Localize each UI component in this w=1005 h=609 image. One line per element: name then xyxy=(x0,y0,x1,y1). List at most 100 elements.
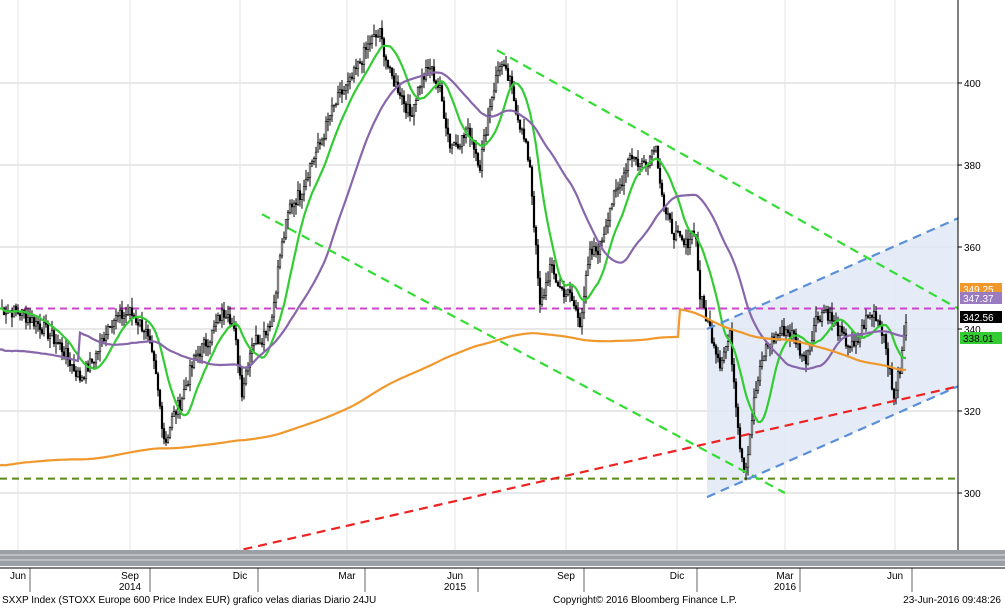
candle-body xyxy=(582,296,586,314)
candle-body xyxy=(226,314,230,318)
candle-body xyxy=(524,138,528,143)
ma-short-line xyxy=(0,44,907,424)
candle-body xyxy=(452,142,456,146)
candle-body xyxy=(484,134,488,137)
candle-body xyxy=(538,277,542,305)
candle-body xyxy=(356,61,360,70)
candle-body xyxy=(780,325,784,334)
candle-body xyxy=(428,67,432,70)
candle-body xyxy=(830,312,834,322)
candle-body xyxy=(400,95,404,97)
candle-body xyxy=(896,371,900,391)
candle-body xyxy=(216,315,220,323)
candle-body xyxy=(476,153,480,166)
x-tick-label: Sep xyxy=(121,571,139,582)
candle-body xyxy=(762,355,766,361)
candle-body xyxy=(670,218,674,234)
candle-body xyxy=(220,309,224,321)
candle-body xyxy=(18,313,22,316)
candle-body xyxy=(80,377,84,381)
candle-body xyxy=(298,190,302,200)
candle-body xyxy=(806,350,810,365)
candle-body xyxy=(898,371,902,375)
candle-body xyxy=(392,75,396,87)
y-tick-label: 320 xyxy=(964,407,981,418)
candle-body xyxy=(10,310,14,318)
candle-body xyxy=(114,315,118,321)
candle-body xyxy=(514,100,518,114)
candle-body xyxy=(268,325,272,328)
candle-body xyxy=(674,230,678,241)
candle-body xyxy=(874,311,878,322)
candle-body xyxy=(876,320,880,323)
candle-body xyxy=(410,115,414,117)
candle-body xyxy=(160,405,164,429)
candle-body xyxy=(258,342,262,345)
footer-bar: SXXP Index (STOXX Europe 600 Price Index… xyxy=(0,592,1005,609)
candle-body xyxy=(300,193,304,200)
candle-body xyxy=(600,240,604,243)
candle-body xyxy=(498,66,502,72)
candle-body xyxy=(172,411,176,417)
candle-body xyxy=(520,128,524,131)
candle-body xyxy=(146,328,150,337)
candle-body xyxy=(192,355,196,368)
plot-background xyxy=(0,0,958,550)
candle-body xyxy=(208,341,212,348)
candle-body xyxy=(78,370,82,381)
candle-body xyxy=(666,213,670,216)
candle-body xyxy=(310,161,314,164)
candle-body xyxy=(658,167,662,184)
candle-body xyxy=(322,138,326,141)
candle-body xyxy=(384,56,388,61)
candle-body xyxy=(274,292,278,303)
candle-body xyxy=(40,329,44,334)
candle-body xyxy=(676,230,680,233)
candle-body xyxy=(818,319,822,322)
candle-body xyxy=(854,341,858,347)
candle-body xyxy=(162,428,166,440)
candle-body xyxy=(248,352,252,368)
candle-body xyxy=(234,328,238,341)
candle-body xyxy=(828,312,832,321)
candle-body xyxy=(20,309,24,316)
candle-body xyxy=(68,358,72,366)
candle-body xyxy=(760,360,764,367)
candle-body xyxy=(50,330,54,337)
candle-body xyxy=(316,142,320,153)
candle-body xyxy=(838,326,842,337)
candle-body xyxy=(734,381,738,408)
candle-body xyxy=(150,342,154,352)
candle-body xyxy=(266,325,270,336)
candle-body xyxy=(256,335,260,345)
candle-body xyxy=(252,343,256,346)
candle-body xyxy=(182,389,186,400)
candle-body xyxy=(70,364,74,366)
candle-body xyxy=(618,184,622,189)
candle-body xyxy=(474,148,478,154)
candle-body xyxy=(804,355,808,365)
candle-body xyxy=(198,353,202,357)
candle-body xyxy=(462,134,466,139)
candle-body xyxy=(778,333,782,337)
trendline xyxy=(261,213,786,494)
candle-body xyxy=(302,186,306,195)
candle-body xyxy=(64,347,68,357)
candle-body xyxy=(28,317,32,323)
candle-body xyxy=(420,75,424,88)
candle-body xyxy=(764,344,768,357)
candle-body xyxy=(654,145,658,152)
candle-body xyxy=(714,345,718,355)
candle-body xyxy=(158,389,162,407)
candle-body xyxy=(610,203,614,209)
value-badge-label: 347.37 xyxy=(963,294,994,305)
candle-body xyxy=(716,353,720,359)
candle-body xyxy=(504,64,508,69)
candle-body xyxy=(554,273,558,283)
candle-body xyxy=(214,322,218,327)
candle-body xyxy=(308,163,312,178)
x-tick-label: Jun xyxy=(10,571,26,582)
candle-body xyxy=(394,81,398,87)
candle-body xyxy=(842,331,846,334)
